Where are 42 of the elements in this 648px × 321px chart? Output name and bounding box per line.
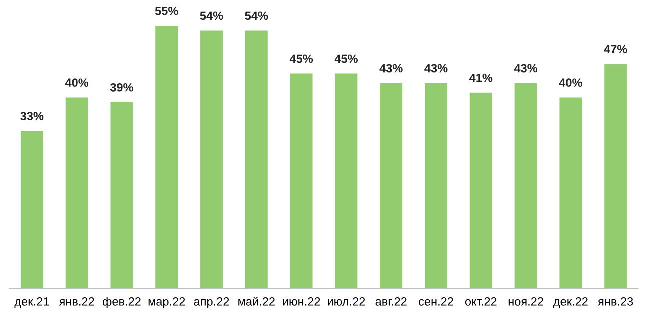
- x-tick-label: май.22: [238, 297, 275, 306]
- data-label: 47%: [604, 45, 628, 54]
- data-label: 43%: [380, 64, 403, 73]
- x-tick-label: янв.22: [59, 298, 94, 306]
- bar: [560, 98, 582, 289]
- bar: [425, 83, 448, 289]
- x-tick-label: ноя.22: [508, 298, 544, 306]
- bar: [514, 83, 538, 289]
- data-label: 43%: [514, 64, 538, 73]
- bar: [380, 83, 403, 289]
- bar: [245, 30, 268, 289]
- bar: [335, 74, 358, 289]
- data-label: 33%: [20, 112, 44, 120]
- x-tick-label: июл.22: [328, 298, 366, 306]
- x-tick-label: апр.22: [194, 298, 230, 308]
- bar: [290, 74, 313, 289]
- x-tick-label: дек.21: [14, 298, 50, 308]
- data-label: 45%: [334, 54, 358, 64]
- bar: [604, 64, 628, 289]
- data-label: 54%: [245, 12, 268, 20]
- data-label: 55%: [155, 6, 178, 16]
- x-tick-label: дек.22: [554, 298, 588, 308]
- data-label: 54%: [200, 12, 224, 20]
- bar: [470, 92, 492, 289]
- x-tick-label: мар.22: [148, 298, 186, 308]
- bar: [66, 98, 88, 289]
- data-label: 43%: [424, 64, 448, 73]
- data-label: 41%: [470, 74, 493, 82]
- bar: [156, 26, 178, 289]
- bar: [200, 30, 223, 289]
- x-tick-label: янв.23: [598, 298, 634, 306]
- data-label: 39%: [110, 83, 134, 92]
- x-tick-label: сен.22: [419, 298, 454, 306]
- x-tick-label: фев.22: [102, 297, 141, 308]
- x-tick-label: июн.22: [283, 298, 320, 306]
- data-label: 40%: [65, 78, 89, 88]
- x-tick-label: окт.22: [465, 298, 497, 306]
- data-label: 45%: [290, 54, 314, 64]
- bar: [20, 131, 44, 289]
- bar: [110, 102, 134, 289]
- data-label: 40%: [559, 78, 582, 88]
- x-tick-label: авг.22: [376, 298, 407, 306]
